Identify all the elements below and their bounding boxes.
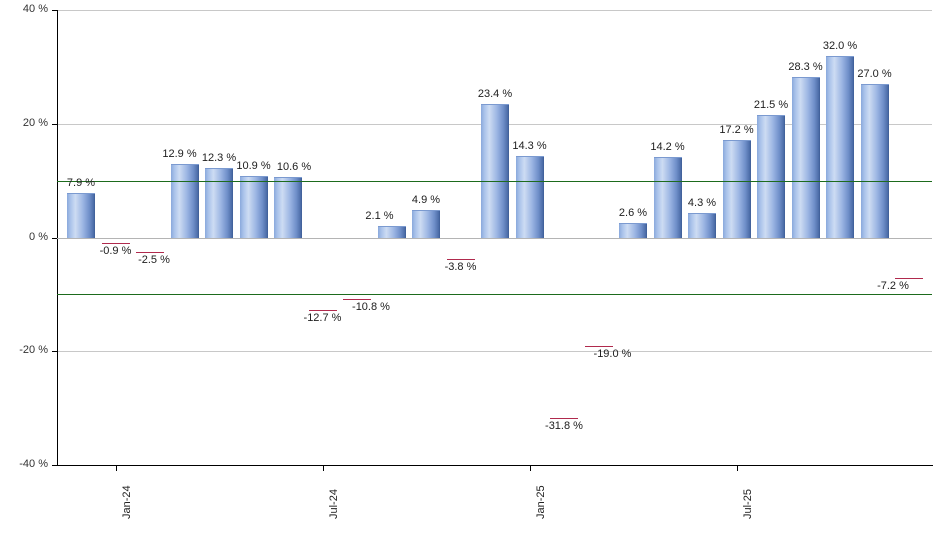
reference-line xyxy=(57,180,932,182)
bar-value-label: -2.5 % xyxy=(138,253,170,266)
bar[interactable] xyxy=(481,104,509,239)
bar-value-label: -31.8 % xyxy=(545,420,583,433)
bar-value-label: 10.9 % xyxy=(236,159,271,172)
bar[interactable] xyxy=(377,225,406,239)
bar-value-label: -19.0 % xyxy=(593,347,632,360)
y-axis-tick-mark xyxy=(52,351,57,353)
bar-value-label: -12.7 % xyxy=(303,311,342,324)
plot-area xyxy=(57,10,932,466)
reference-line xyxy=(57,294,932,296)
bar-value-label: 10.6 % xyxy=(276,161,312,174)
bar[interactable] xyxy=(688,213,716,239)
zero-line xyxy=(57,237,932,239)
x-axis-tick-mark xyxy=(115,465,117,471)
bar[interactable] xyxy=(791,76,820,239)
bar-value-label: -10.8 % xyxy=(352,300,390,313)
y-axis-tick-label: -20 % xyxy=(19,344,48,357)
y-axis-tick-label: 40 % xyxy=(22,3,48,15)
bar[interactable] xyxy=(136,238,164,253)
bar-value-label: 7.9 % xyxy=(66,176,96,189)
bar-value-label: 17.2 % xyxy=(719,123,754,136)
bar-value-label: 14.3 % xyxy=(512,140,547,153)
y-axis-tick-mark xyxy=(52,123,57,125)
y-axis-tick-label: -40 % xyxy=(19,458,48,470)
bar-value-label: 32.0 % xyxy=(822,39,858,52)
bar-value-label: 4.3 % xyxy=(687,197,717,210)
bar[interactable] xyxy=(170,164,199,239)
x-axis-tick-mark xyxy=(736,465,738,471)
bar[interactable] xyxy=(412,209,440,239)
bar-value-label: 12.3 % xyxy=(201,151,237,164)
bar[interactable] xyxy=(619,222,647,239)
bar[interactable] xyxy=(722,139,751,239)
bar[interactable] xyxy=(446,238,475,261)
bar[interactable] xyxy=(860,83,889,239)
y-axis-tick-label: 0 % xyxy=(29,230,48,243)
bar-value-label: 2.1 % xyxy=(365,209,394,222)
bar-value-label: 28.3 % xyxy=(788,60,823,73)
bar-value-label: 21.5 % xyxy=(753,99,789,112)
bar[interactable] xyxy=(584,238,613,347)
bar[interactable] xyxy=(274,177,302,239)
bar[interactable] xyxy=(515,156,544,239)
bar[interactable] xyxy=(343,238,371,300)
bar[interactable] xyxy=(826,55,854,239)
x-axis-tick-label: Jul-24 xyxy=(327,489,340,519)
x-axis-line xyxy=(57,465,933,466)
bar[interactable] xyxy=(757,115,785,239)
bar-value-label: 2.6 % xyxy=(618,206,648,219)
bar[interactable] xyxy=(895,238,923,280)
bar-value-label: -3.8 % xyxy=(444,261,477,274)
y-axis-tick-mark xyxy=(52,10,57,11)
gridline xyxy=(57,351,932,353)
bar[interactable] xyxy=(239,175,268,239)
gridline xyxy=(57,10,932,11)
x-axis-tick-label: Jan-24 xyxy=(120,485,133,519)
x-axis-tick-label: Jul-25 xyxy=(741,489,754,519)
x-axis-tick-label: Jan-25 xyxy=(534,485,547,519)
bar-value-label: 14.2 % xyxy=(650,140,685,153)
y-axis-tick-label: 20 % xyxy=(22,116,48,129)
bar-value-label: -7.2 % xyxy=(877,280,909,293)
bar[interactable] xyxy=(101,238,130,244)
y-axis-tick-mark xyxy=(52,237,57,239)
bar-value-label: 27.0 % xyxy=(857,67,892,80)
bar[interactable] xyxy=(67,192,95,239)
bar-value-label: 23.4 % xyxy=(477,88,513,101)
bar[interactable] xyxy=(653,156,682,239)
bar-value-label: 4.9 % xyxy=(411,193,441,206)
bar[interactable] xyxy=(205,167,233,239)
bar-value-label: 12.9 % xyxy=(162,148,197,161)
y-axis-tick-mark xyxy=(52,465,57,466)
bar[interactable] xyxy=(550,238,578,420)
x-axis-tick-mark xyxy=(529,465,531,471)
bar[interactable] xyxy=(308,238,337,311)
bar-value-label: -0.9 % xyxy=(99,244,132,257)
x-axis-tick-mark xyxy=(322,465,324,471)
